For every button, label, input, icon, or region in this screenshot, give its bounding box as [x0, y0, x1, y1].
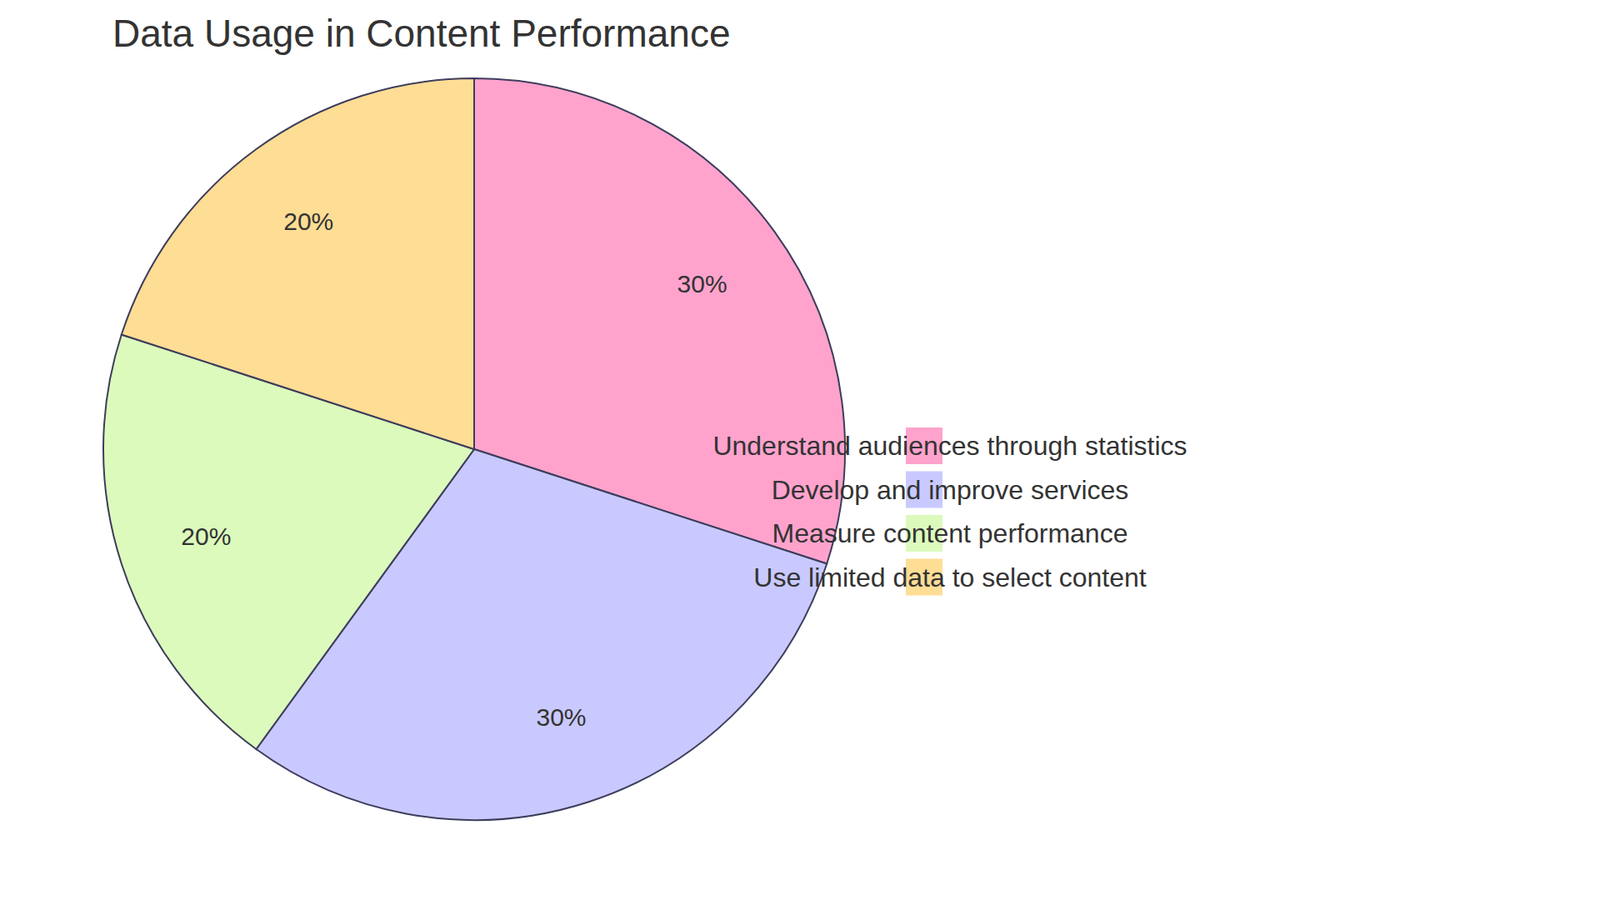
svg-text:30%: 30% [535, 703, 586, 731]
svg-text:Develop and improve services: Develop and improve services [771, 475, 1130, 505]
svg-text:30%: 30% [677, 270, 728, 298]
svg-text:Measure content performance: Measure content performance [772, 518, 1129, 549]
svg-text:20%: 20% [180, 522, 231, 550]
html-text:Data Usage in Content Performa: Data Usage in Content Performance [112, 11, 731, 55]
svg-text:Use limited data to select con: Use limited data to select content [753, 562, 1146, 593]
svg-text:20%: 20% [283, 207, 334, 235]
svg-text:Understand audiences through s: Understand audiences through statistics [712, 430, 1187, 461]
